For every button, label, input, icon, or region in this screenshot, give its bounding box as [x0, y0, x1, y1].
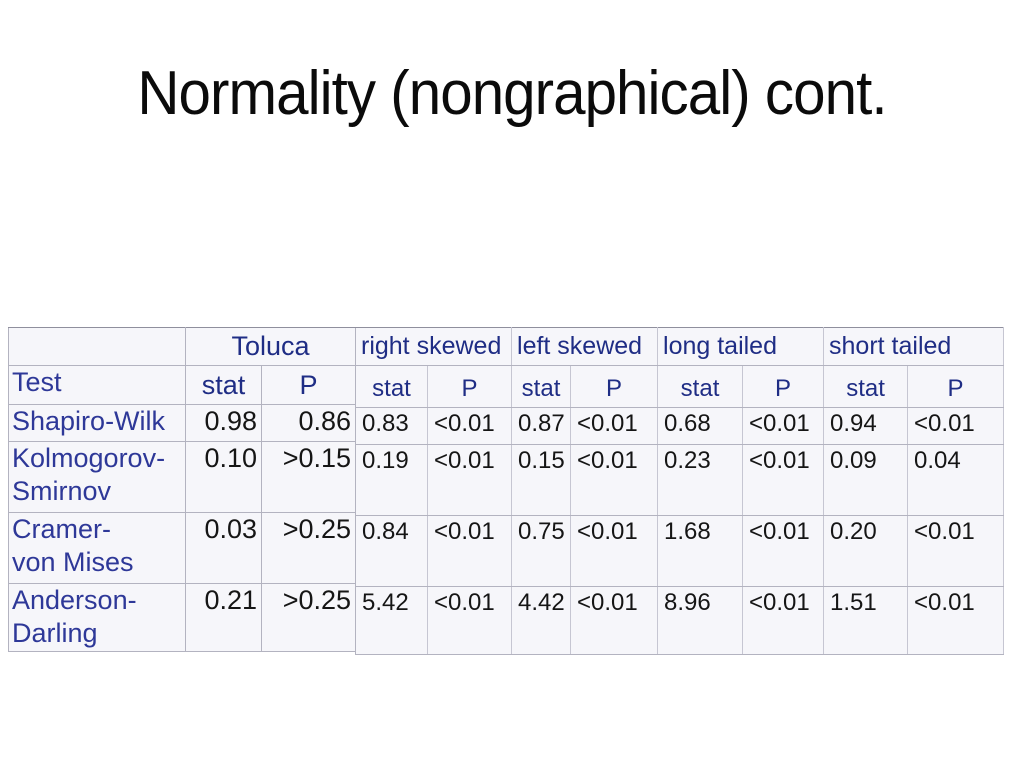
cell: <0.01	[426, 515, 513, 587]
table-row: Kolmogorov- Smirnov 0.10 >0.15	[8, 441, 357, 513]
cell: 0.03	[185, 512, 262, 584]
cell: <0.01	[570, 407, 659, 445]
col-header-p: P	[907, 365, 1005, 408]
group-header-toluca: Toluca	[184, 327, 357, 366]
cell: >0.25	[260, 512, 357, 584]
distributions-table: right skewed left skewed long tailed sho…	[354, 327, 1005, 655]
row-label: Shapiro-Wilk	[8, 404, 186, 442]
cell: 0.84	[355, 515, 428, 587]
cell: 0.21	[185, 583, 262, 652]
cell: <0.01	[907, 407, 1005, 445]
cell: 0.87	[511, 407, 572, 445]
table-row: 0.83 <0.01 0.87 <0.01 0.68 <0.01 0.94 <0…	[355, 407, 1005, 445]
corner-cell	[8, 327, 186, 366]
cell: 8.96	[657, 586, 744, 655]
table-row: Shapiro-Wilk 0.98 0.86	[8, 404, 357, 442]
cell: 0.68	[657, 407, 744, 445]
row-label: Anderson- Darling	[8, 583, 186, 652]
cell: 4.42	[511, 586, 572, 655]
cell: 0.19	[355, 444, 428, 516]
cell: <0.01	[426, 586, 513, 655]
cell: 1.68	[657, 515, 744, 587]
col-header-p: P	[260, 365, 357, 405]
cell: 1.51	[823, 586, 909, 655]
group-header-left-skewed: left skewed	[511, 327, 659, 366]
cell: 0.10	[185, 441, 262, 513]
col-header-stat: stat	[511, 365, 572, 408]
cell: <0.01	[742, 515, 825, 587]
table-row: right skewed left skewed long tailed sho…	[354, 327, 1005, 366]
cell: <0.01	[570, 444, 659, 516]
cell: 0.23	[657, 444, 744, 516]
cell: 0.20	[823, 515, 909, 587]
row-label: Kolmogorov- Smirnov	[8, 441, 186, 513]
table-row: Toluca	[8, 327, 357, 366]
group-header-long-tailed: long tailed	[657, 327, 825, 366]
cell: <0.01	[426, 407, 513, 445]
cell: <0.01	[742, 586, 825, 655]
cell: 0.15	[511, 444, 572, 516]
cell: <0.01	[426, 444, 513, 516]
group-header-short-tailed: short tailed	[823, 327, 1005, 366]
cell: 0.94	[823, 407, 909, 445]
cell: 0.86	[260, 404, 357, 442]
slide-title: Normality (nongraphical) cont.	[137, 59, 887, 128]
cell: 5.42	[355, 586, 428, 655]
cell: <0.01	[570, 586, 659, 655]
cell: <0.01	[907, 586, 1005, 655]
col-header-p: P	[570, 365, 659, 408]
col-header-test: Test	[8, 365, 186, 405]
col-header-stat: stat	[823, 365, 909, 408]
table-row: 0.84 <0.01 0.75 <0.01 1.68 <0.01 0.20 <0…	[355, 515, 1005, 587]
table-row: stat P stat P stat P stat P	[355, 365, 1005, 408]
col-header-p: P	[426, 365, 513, 408]
cell: 0.04	[907, 444, 1005, 516]
table-row: Test stat P	[8, 365, 357, 405]
cell: >0.25	[260, 583, 357, 652]
cell: 0.75	[511, 515, 572, 587]
cell: <0.01	[742, 444, 825, 516]
cell: <0.01	[907, 515, 1005, 587]
cell: >0.15	[260, 441, 357, 513]
table-row: Cramer- von Mises 0.03 >0.25	[8, 512, 357, 584]
col-header-p: P	[742, 365, 825, 408]
col-header-stat: stat	[185, 365, 262, 405]
cell: <0.01	[570, 515, 659, 587]
cell: 0.83	[355, 407, 428, 445]
col-header-stat: stat	[355, 365, 428, 408]
cell: <0.01	[742, 407, 825, 445]
table-row: 5.42 <0.01 4.42 <0.01 8.96 <0.01 1.51 <0…	[355, 586, 1005, 655]
col-header-stat: stat	[657, 365, 744, 408]
row-label: Cramer- von Mises	[8, 512, 186, 584]
cell: 0.98	[185, 404, 262, 442]
toluca-table: Toluca Test stat P Shapiro-Wilk 0.98 0.8…	[8, 327, 357, 652]
table-row: 0.19 <0.01 0.15 <0.01 0.23 <0.01 0.09 0.…	[355, 444, 1005, 516]
group-header-right-skewed: right skewed	[354, 327, 513, 366]
cell: 0.09	[823, 444, 909, 516]
table-row: Anderson- Darling 0.21 >0.25	[8, 583, 357, 652]
